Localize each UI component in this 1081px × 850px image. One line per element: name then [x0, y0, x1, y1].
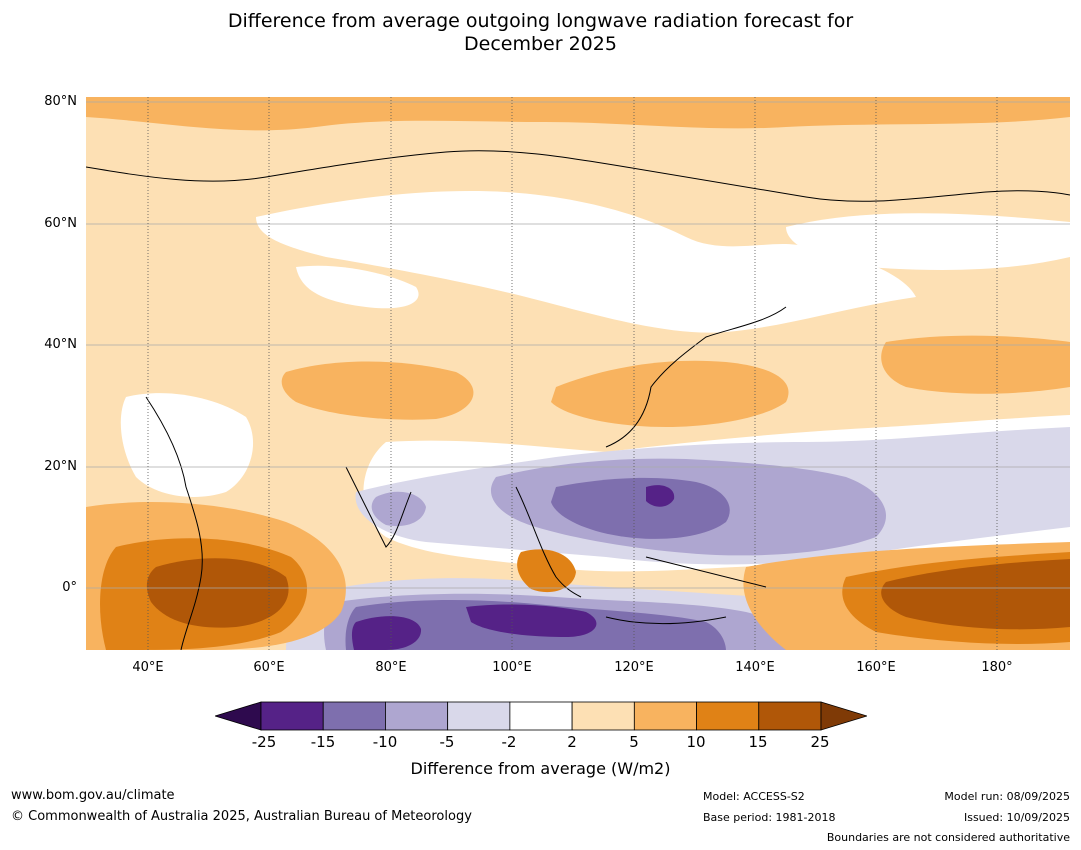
title-line-2: December 2025	[464, 33, 617, 55]
positive-anomaly-pacific	[881, 335, 1070, 394]
latitude-gridlines	[86, 101, 1070, 589]
colorbar-tick-5: 5	[629, 733, 639, 751]
neutral-zone-arabia	[120, 393, 254, 497]
colorbar-bin-7	[696, 701, 760, 731]
lon-label-60e: 60°E	[253, 660, 285, 675]
colorbar-tick-neg5: -5	[439, 733, 455, 751]
lon-label-100e: 100°E	[492, 660, 532, 675]
neutral-zone-siberia	[256, 191, 916, 333]
lon-label-160e: 160°E	[856, 660, 896, 675]
colorbar-tick-neg2: -2	[501, 733, 517, 751]
negative-anomaly-strong-1	[551, 477, 730, 539]
lat-label-0: 0°	[62, 580, 77, 595]
positive-anomaly-max-io	[146, 558, 289, 628]
negative-anomaly-max-3	[646, 485, 675, 507]
colorbar-tick-neg10: -10	[372, 733, 398, 751]
colorbar-bin-1	[322, 701, 386, 731]
title-line-1: Difference from average outgoing longwav…	[227, 10, 854, 32]
colorbar-tick-25: 25	[810, 733, 830, 751]
positive-anomaly-max-pacific	[881, 559, 1070, 630]
lon-label-180: 180°	[981, 660, 1013, 675]
lat-label-80n: 80°N	[44, 94, 77, 109]
longitude-gridlines	[147, 97, 998, 650]
colorbar-label: Difference from average (W/m2)	[410, 759, 671, 778]
lon-label-140e: 140°E	[735, 660, 775, 675]
colorbar	[215, 701, 867, 731]
colorbar-bins	[260, 701, 822, 731]
base-period-info: Base period: 1981-2018	[703, 811, 836, 824]
issued-date: Issued: 10/09/2025	[963, 811, 1070, 824]
positive-anomaly-strong-sumatra	[517, 549, 576, 593]
colorbar-bin-6	[633, 701, 697, 731]
lat-label-20n: 20°N	[44, 459, 77, 474]
lat-label-40n: 40°N	[44, 337, 77, 352]
negative-anomaly-medium-3	[371, 491, 426, 527]
lon-label-80e: 80°E	[375, 660, 407, 675]
colorbar-extend-low	[215, 701, 262, 731]
coastlines	[86, 150, 1070, 650]
colorbar-extend-high	[820, 701, 867, 731]
colorbar-bin-3	[447, 701, 511, 731]
positive-anomaly-arctic	[86, 97, 1070, 131]
colorbar-tick-neg15: -15	[310, 733, 336, 751]
lon-label-120e: 120°E	[614, 660, 654, 675]
model-info: Model: ACCESS-S2	[703, 790, 805, 803]
colorbar-tick-2: 2	[567, 733, 577, 751]
colorbar-tick-15: 15	[748, 733, 768, 751]
colorbar-bin-2	[385, 701, 449, 731]
colorbar-tick-10: 10	[686, 733, 706, 751]
colorbar-bin-0	[260, 701, 324, 731]
colorbar-bin-8	[758, 701, 822, 731]
chart-title: Difference from average outgoing longwav…	[0, 10, 1081, 56]
map-canvas	[86, 97, 1070, 650]
positive-anomaly-tibet	[281, 361, 474, 420]
positive-anomaly-east-asia	[551, 360, 789, 427]
neutral-zone-pacific-north	[786, 213, 1070, 270]
lat-label-60n: 60°N	[44, 216, 77, 231]
negative-anomaly-max-1	[351, 616, 422, 650]
negative-anomaly-max-2	[466, 604, 597, 637]
lon-label-40e: 40°E	[132, 660, 164, 675]
colorbar-tick-neg25: -25	[251, 733, 277, 751]
neutral-zone-central-asia	[296, 265, 419, 309]
colorbar-bin-5	[571, 701, 635, 731]
olr-anomaly-map[interactable]	[86, 97, 1070, 650]
copyright-text: © Commonwealth of Australia 2025, Austra…	[11, 809, 472, 824]
boundaries-disclaimer: Boundaries are not considered authoritat…	[826, 831, 1070, 844]
website-link[interactable]: www.bom.gov.au/climate	[11, 788, 175, 803]
model-run-date: Model run: 08/09/2025	[944, 790, 1070, 803]
colorbar-bin-4	[509, 701, 573, 731]
